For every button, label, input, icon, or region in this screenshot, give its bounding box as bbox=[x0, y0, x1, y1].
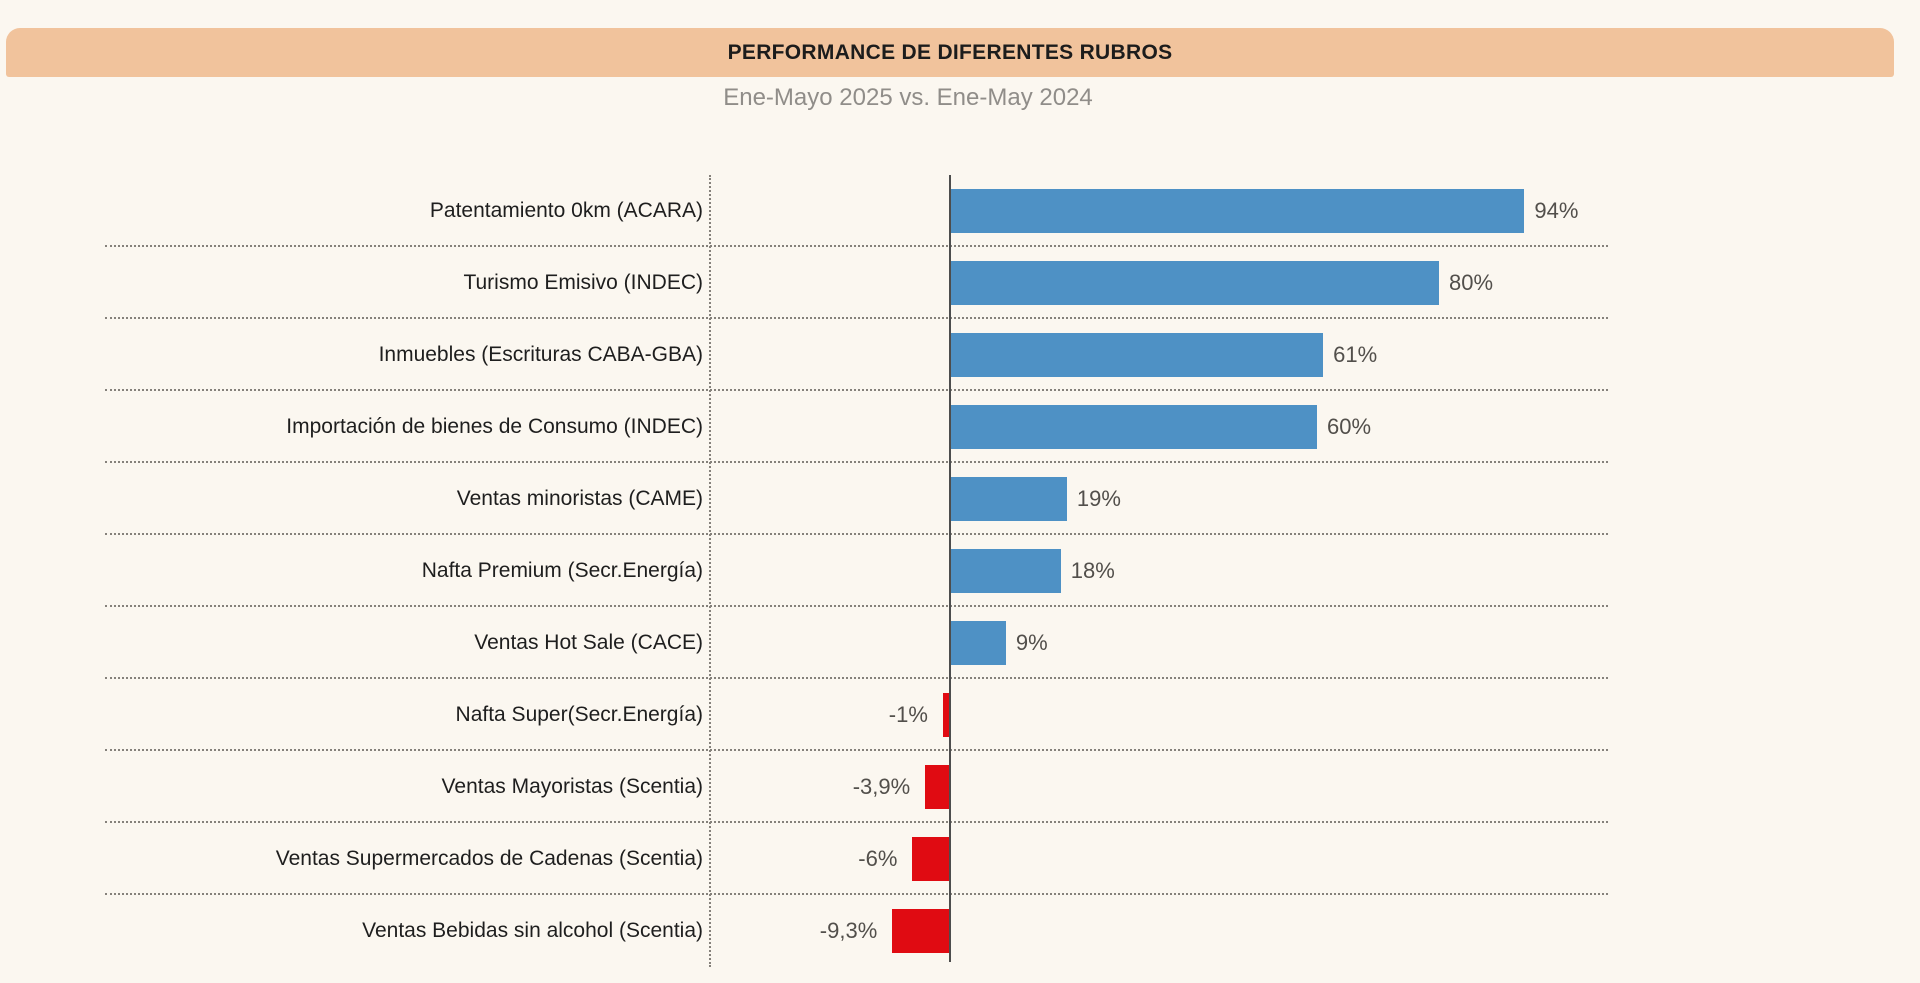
category-label: Patentamiento 0km (ACARA) bbox=[429, 199, 703, 222]
chart-subtitle: Ene-Mayo 2025 vs. Ene-May 2024 bbox=[723, 84, 1093, 111]
value-label: -9,3% bbox=[819, 918, 878, 943]
chart-row: Ventas Bebidas sin alcohol (Scentia) -9,3… bbox=[105, 895, 1608, 967]
positive-bar bbox=[951, 549, 1061, 593]
category-label: Ventas Supermercados de Cadenas (Scentia… bbox=[275, 847, 703, 870]
category-label: Importación de bienes de Consumo (INDEC) bbox=[286, 415, 703, 438]
category-label: Ventas Mayoristas (Scentia) bbox=[441, 775, 703, 798]
chart-row: Nafta Super(Secr.Energía) -1% bbox=[105, 679, 1608, 751]
value-label: 19% bbox=[1076, 486, 1121, 511]
value-label: 60% bbox=[1327, 414, 1372, 439]
negative-bar bbox=[912, 837, 949, 881]
chart-rows: Patentamiento 0km (ACARA) 94% Turismo Emis… bbox=[105, 175, 1608, 967]
value-label: 9% bbox=[1015, 630, 1048, 655]
chart-title: PERFORMANCE DE DIFERENTES RUBROS bbox=[727, 40, 1173, 64]
positive-bar bbox=[951, 477, 1067, 521]
category-label: Nafta Premium (Secr.Energía) bbox=[421, 559, 703, 582]
category-label: Inmuebles (Escrituras CABA-GBA) bbox=[378, 343, 703, 366]
positive-bar bbox=[951, 405, 1317, 449]
positive-bar bbox=[951, 621, 1006, 665]
chart-row: Ventas Hot Sale (CACE) 9% bbox=[105, 607, 1608, 679]
category-label: Turismo Emisivo (INDEC) bbox=[463, 271, 703, 294]
chart-title-band: PERFORMANCE DE DIFERENTES RUBROS bbox=[6, 28, 1894, 77]
negative-bar bbox=[892, 909, 949, 953]
value-label: 61% bbox=[1333, 342, 1378, 367]
chart-row: Turismo Emisivo (INDEC) 80% bbox=[105, 247, 1608, 319]
value-label: -1% bbox=[888, 702, 928, 727]
chart-row: Nafta Premium (Secr.Energía) 18% bbox=[105, 535, 1608, 607]
value-label: 80% bbox=[1449, 270, 1494, 295]
value-label: -6% bbox=[858, 846, 898, 871]
zero-axis-line bbox=[949, 175, 951, 962]
category-label: Ventas Hot Sale (CACE) bbox=[474, 631, 703, 654]
category-label: Ventas minoristas (CAME) bbox=[456, 487, 703, 510]
value-label: -3,9% bbox=[852, 774, 911, 799]
positive-bar bbox=[951, 261, 1439, 305]
positive-bar bbox=[951, 333, 1324, 377]
chart-row: Inmuebles (Escrituras CABA-GBA) 61% bbox=[105, 319, 1608, 391]
bar-chart: Patentamiento 0km (ACARA) 94% Turismo Emis… bbox=[105, 175, 1608, 967]
chart-row: Patentamiento 0km (ACARA) 94% bbox=[105, 175, 1608, 247]
chart-row: Importación de bienes de Consumo (INDEC)… bbox=[105, 391, 1608, 463]
label-divider-dotted-line bbox=[709, 175, 711, 967]
category-label: Ventas Bebidas sin alcohol (Scentia) bbox=[362, 919, 703, 942]
negative-bar bbox=[925, 765, 949, 809]
category-label: Nafta Super(Secr.Energía) bbox=[455, 703, 703, 726]
chart-row: Ventas Mayoristas (Scentia) -3,9% bbox=[105, 751, 1608, 823]
positive-bar bbox=[951, 189, 1525, 233]
chart-row: Ventas Supermercados de Cadenas (Scentia… bbox=[105, 823, 1608, 895]
value-label: 94% bbox=[1534, 198, 1579, 223]
negative-bar bbox=[942, 693, 949, 737]
value-label: 18% bbox=[1070, 558, 1115, 583]
chart-row: Ventas minoristas (CAME) 19% bbox=[105, 463, 1608, 535]
